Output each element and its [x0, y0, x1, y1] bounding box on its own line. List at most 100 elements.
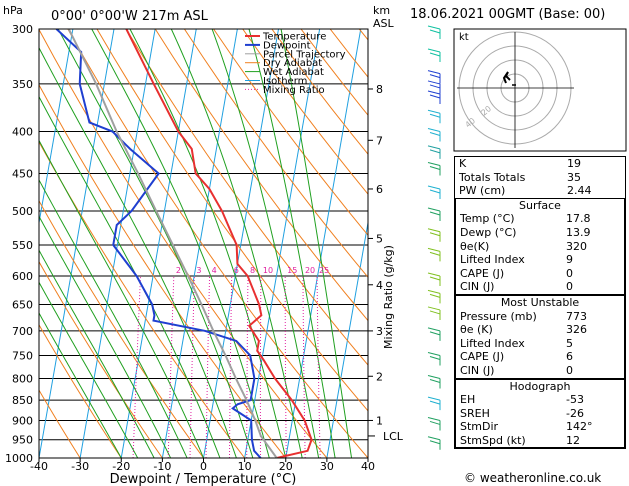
row-label: CAPE (J) — [460, 266, 505, 280]
wind-barb-flag — [429, 74, 441, 79]
wind-barbs — [427, 25, 441, 450]
mixing-ratio-line — [205, 275, 211, 458]
wind-barb-flag — [427, 80, 441, 85]
row-value: 9 — [566, 253, 573, 267]
wind-barb-flag — [429, 420, 441, 425]
wind-barb-flag — [429, 356, 441, 360]
wind-barb-flag — [429, 94, 441, 99]
isotherm-line — [326, 219, 368, 458]
wind-barb-flag — [427, 48, 441, 53]
km-tick-label: 1 — [376, 414, 383, 427]
row-label: Dewp (°C) — [460, 225, 517, 239]
row-label: K — [459, 157, 467, 170]
wind-barb-flag — [427, 247, 441, 252]
mixing-ratio-label: 8 — [250, 266, 255, 275]
pressure-tick-label: 850 — [12, 394, 33, 407]
km-tick-label: 7 — [376, 134, 383, 147]
wind-barb-flag — [427, 289, 441, 294]
legend-entry: Dry Adiabat — [263, 58, 322, 69]
pressure-tick-label: 400 — [12, 126, 33, 139]
wind-barb-flag — [429, 232, 441, 237]
row-label: StmDir — [460, 420, 499, 434]
row-value: 320 — [566, 239, 587, 253]
table-row: Totals Totals 35 — [455, 171, 625, 185]
row-label: θe(K) — [460, 239, 490, 253]
x-tick-label: 0 — [200, 460, 207, 473]
km-tick-label: 6 — [376, 183, 383, 196]
dry-adiabat-line — [96, 29, 368, 412]
legend-entry: Temperature — [262, 32, 326, 43]
pressure-tick-label: 750 — [12, 349, 33, 362]
isotherm-line — [39, 29, 74, 226]
row-label: CIN (J) — [460, 280, 495, 294]
table-row: θe (K) 326 — [456, 323, 624, 337]
wet-adiabat-line — [39, 312, 122, 458]
wind-barb-flag — [427, 70, 441, 75]
km-tick-label: 2 — [376, 370, 383, 383]
row-value: 5 — [566, 336, 573, 350]
hodograph-trace — [502, 71, 511, 84]
mixing-ratio-line — [167, 275, 175, 458]
indices-section: K 19 Totals Totals 35 PW (cm) 2.44 — [455, 157, 625, 198]
wind-barb-flag — [427, 306, 441, 311]
wet-adiabat-line — [129, 29, 287, 458]
wind-barb-flag — [427, 436, 441, 441]
row-label: CAPE (J) — [460, 350, 505, 364]
isotherm-line — [161, 29, 238, 458]
x-tick-label: 40 — [361, 460, 375, 473]
row-label: Temp (°C) — [460, 212, 515, 226]
row-value: 0 — [566, 266, 573, 280]
wind-barb-flag — [429, 251, 441, 256]
mixing-ratio-label: 20 — [305, 266, 315, 275]
wind-barb-flag — [427, 228, 441, 233]
table-row: CAPE (J) 6 — [456, 350, 624, 364]
pressure-tick-label: 800 — [12, 372, 33, 385]
surface-section: Surface Temp (°C) 17.8 Dewp (°C) 13.9 θe(K) 32… — [455, 197, 625, 295]
wet-adiabat-line — [39, 139, 204, 458]
pressure-tick-label: 650 — [12, 299, 33, 312]
wet-adiabat-line — [39, 95, 221, 458]
lcl-label: LCL — [383, 430, 404, 443]
row-value: 326 — [566, 323, 587, 337]
pressure-tick-label: 700 — [12, 325, 33, 338]
mixing-ratio-line — [228, 275, 233, 458]
row-value: 0 — [566, 363, 573, 377]
wet-adiabat-line — [39, 46, 237, 458]
table-row: SREH -26 — [456, 407, 624, 421]
pressure-tick-label: 350 — [12, 78, 33, 91]
km-label: km — [373, 4, 390, 17]
mixing-ratio-label: 2 — [176, 266, 181, 275]
row-value: 13.9 — [566, 225, 591, 239]
dry-adiabat-line — [154, 29, 368, 322]
pressure-tick-label: 500 — [12, 205, 33, 218]
dry-adiabat-line — [39, 260, 163, 458]
table-row: StmDir 142° — [456, 420, 624, 434]
mixing-ratio-line — [302, 275, 306, 458]
wet-adiabat-line — [91, 29, 270, 458]
mixing-ratio-label: 25 — [319, 266, 329, 275]
pressure-tick-label: 300 — [12, 23, 33, 36]
indices-table: K 19 Totals Totals 35 PW (cm) 2.44 Surface Temp… — [454, 156, 626, 450]
km-tick-label: 4 — [376, 279, 383, 292]
isotherm-line — [285, 29, 362, 458]
wet-adiabat-line — [39, 215, 172, 458]
wind-barb-flag — [427, 352, 441, 356]
row-value: 2.44 — [567, 184, 592, 198]
mixing-ratio-label: 4 — [212, 266, 217, 275]
dry-adiabat-line — [39, 140, 246, 458]
wind-barb-flag — [427, 327, 441, 332]
dry-adiabat-line — [67, 29, 368, 458]
temperature-line — [125, 29, 313, 458]
wind-barb-flag — [429, 52, 441, 57]
row-value: 773 — [566, 309, 587, 323]
dry-adiabat-line — [39, 199, 204, 458]
table-row: Dewp (°C) 13.9 — [456, 226, 624, 240]
wind-barb-flag — [429, 310, 441, 315]
dry-adiabat-line — [184, 29, 368, 279]
x-tick-label: 10 — [238, 460, 252, 473]
row-value: 142° — [566, 420, 593, 434]
km-tick-label: 8 — [376, 83, 383, 96]
wind-barb-flag — [427, 185, 441, 190]
wind-barb-flag — [429, 149, 441, 154]
